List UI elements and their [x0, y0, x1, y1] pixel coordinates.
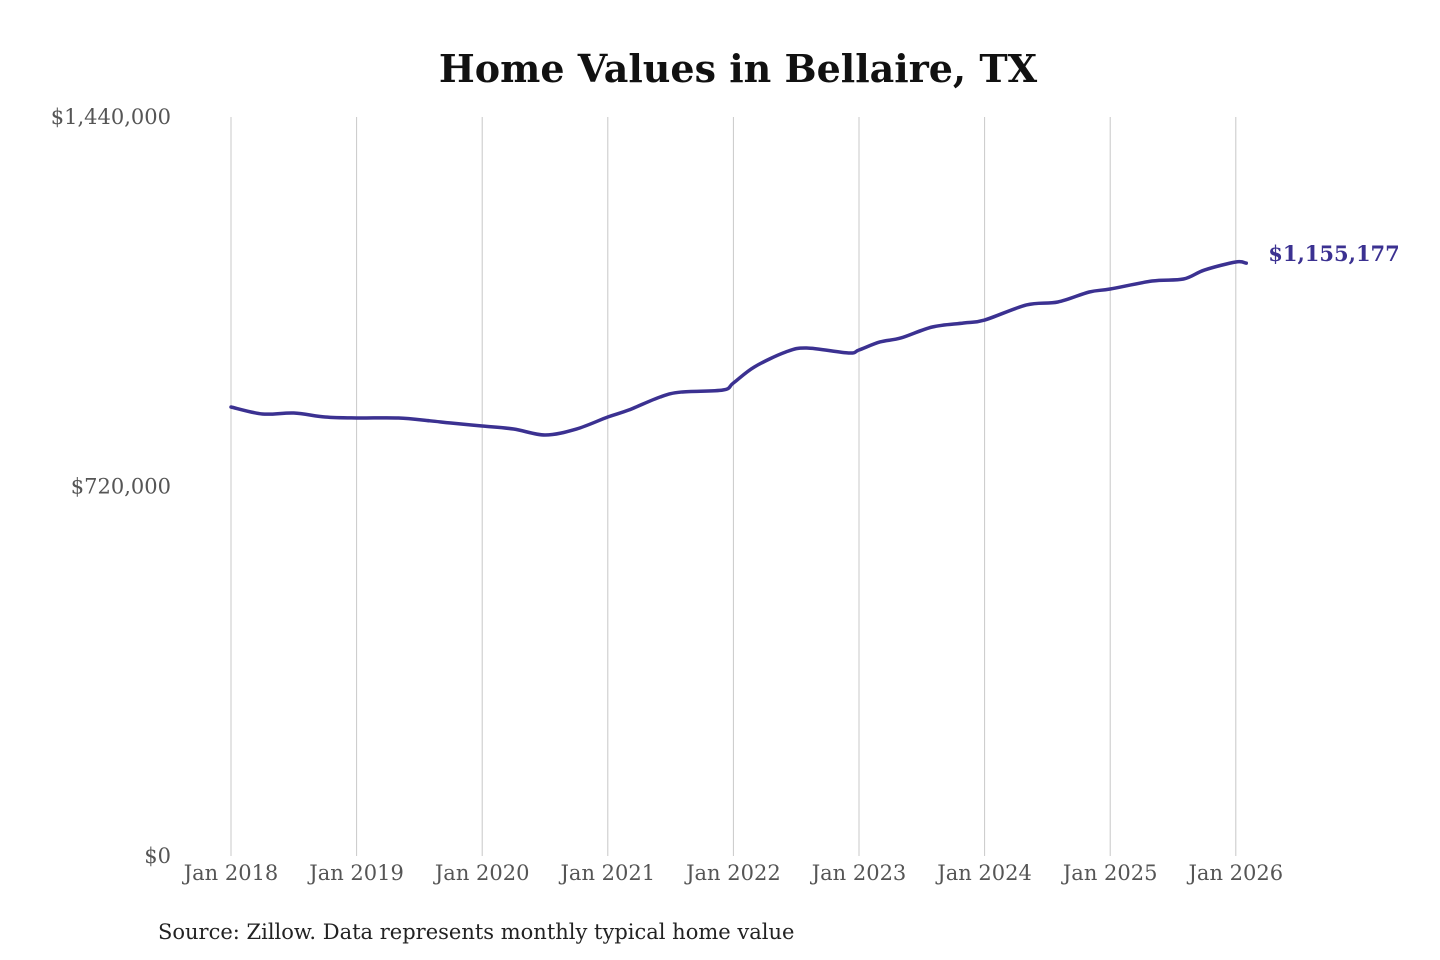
x-tick-label: Jan 2021 — [559, 861, 656, 885]
y-tick-label: $720,000 — [71, 475, 171, 499]
x-tick-label: Jan 2026 — [1187, 861, 1284, 885]
end-value-label: $1,155,177 — [1268, 241, 1400, 266]
x-tick-label: Jan 2019 — [307, 861, 404, 885]
x-tick-label: Jan 2018 — [182, 861, 279, 885]
x-tick-label: Jan 2024 — [935, 861, 1032, 885]
y-tick-label: $1,440,000 — [51, 105, 171, 129]
chart-title: Home Values in Bellaire, TX — [439, 46, 1038, 91]
x-tick-label: Jan 2025 — [1061, 861, 1158, 885]
x-tick-label: Jan 2023 — [810, 861, 907, 885]
source-note: Source: Zillow. Data represents monthly … — [158, 920, 794, 944]
series-line — [229, 259, 1249, 437]
y-tick-label: $0 — [144, 844, 171, 868]
x-tick-label: Jan 2022 — [684, 861, 781, 885]
x-tick-label: Jan 2020 — [433, 861, 530, 885]
